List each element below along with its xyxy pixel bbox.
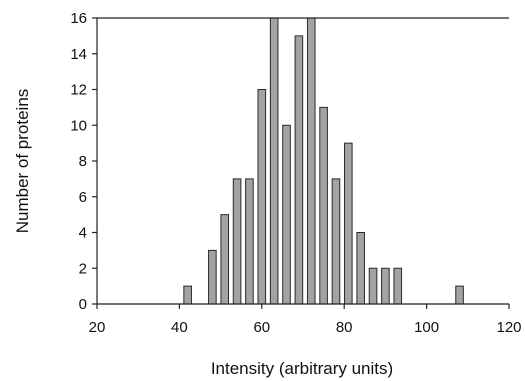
y-tick-label: 6: [79, 189, 87, 206]
histogram-bar: [455, 285, 464, 305]
histogram-bar: [257, 89, 267, 305]
y-axis-label: Number of proteins: [13, 89, 32, 234]
histogram-bar: [319, 106, 328, 305]
y-tick-label: 12: [70, 82, 87, 99]
histogram-bar: [368, 267, 378, 305]
y-tick-label: 16: [70, 10, 87, 27]
x-tick-label: 100: [414, 319, 439, 336]
y-tick-label: 4: [79, 225, 87, 242]
x-axis-label: Intensity (arbitrary units): [211, 359, 393, 378]
histogram-bar: [356, 232, 365, 305]
x-tick-label: 120: [496, 319, 521, 336]
histogram-bar: [381, 267, 390, 305]
x-tick-label: 20: [89, 319, 106, 336]
histogram-bar: [232, 178, 242, 305]
x-tick-label: 40: [171, 319, 188, 336]
histogram-bar: [393, 267, 403, 305]
histogram-bar: [183, 285, 192, 305]
y-tick-label: 14: [70, 46, 87, 63]
x-tick-label: 80: [336, 319, 353, 336]
y-tick-label: 8: [79, 153, 87, 170]
y-tick-label: 2: [79, 260, 87, 277]
histogram-bar: [208, 249, 217, 305]
histogram-bar: [282, 124, 291, 305]
x-axis-ticks: 20 40 60 80 100 120: [89, 304, 522, 336]
histogram-bar: [344, 142, 353, 305]
histogram-bar: [306, 17, 316, 305]
histogram-bar: [269, 17, 279, 305]
histogram-bar: [220, 214, 230, 305]
x-tick-label: 60: [253, 319, 270, 336]
histogram-bar: [294, 35, 304, 305]
y-axis-ticks: 0 2 4 6 8 10 12 14 16: [70, 10, 97, 313]
bars-group: [183, 17, 464, 305]
histogram-bar: [245, 178, 254, 305]
y-tick-label: 10: [70, 117, 87, 134]
y-tick-label: 0: [79, 296, 87, 313]
histogram-bar: [331, 178, 341, 305]
